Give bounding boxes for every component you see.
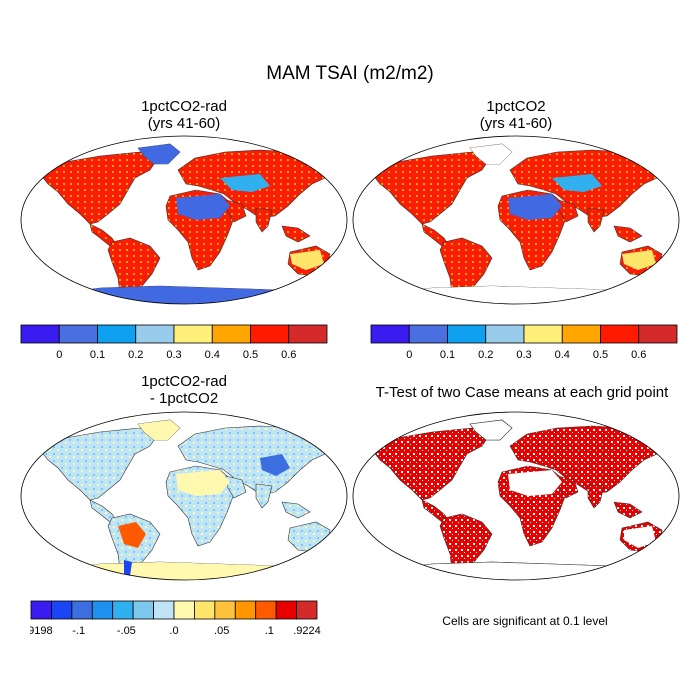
colorbar-tick-label: .0 <box>169 625 178 637</box>
colorbar-swatch <box>485 324 525 344</box>
panel-1-title-line2: (yrs 41-60) <box>147 115 221 132</box>
colorbar-swatch <box>194 600 216 620</box>
panel-3-title: 1pctCO2-rad - 1pctCO2 <box>20 373 348 407</box>
colorbar-tick-label: 0.4 <box>205 349 220 361</box>
significance-note: Cells are significant at 0.1 level <box>442 614 608 628</box>
colorbar-swatch <box>255 600 277 620</box>
map-panel-difference <box>20 411 348 581</box>
colorbar-tick-label: 0 <box>56 349 62 361</box>
sahara-region <box>176 470 230 496</box>
panel-4-title: T-Test of two Case means at each grid po… <box>352 384 692 401</box>
colorbar-swatch <box>447 324 487 344</box>
colorbar-tick-label: .1 <box>265 625 274 637</box>
australia-interior <box>290 250 324 270</box>
patagonia-region <box>124 560 132 576</box>
colorbar-panel-2: 0 0.1 0.2 0.3 0.4 0.5 0.6 <box>370 324 678 361</box>
globe-outline <box>20 411 348 581</box>
colorbar-swatch <box>91 600 114 620</box>
panel-2-title-line1: 1pctCO2 <box>486 98 546 115</box>
colorbar-swatch <box>370 324 410 344</box>
colorbar-swatch <box>20 324 60 344</box>
colorbar-swatch <box>173 324 213 344</box>
colorbar-tick-label: 0.6 <box>631 349 646 361</box>
map-panel-ttest <box>352 411 680 581</box>
colorbar-tick-label: 0.5 <box>243 349 258 361</box>
colorbar-tick-label: 0.1 <box>90 349 105 361</box>
colorbar-swatch <box>30 600 52 620</box>
greenland-region <box>469 419 513 441</box>
australia-interior <box>624 526 656 548</box>
colorbar-swatch <box>58 324 98 344</box>
colorbar-swatch <box>288 324 328 344</box>
greenland-region <box>138 144 180 164</box>
colorbar-swatch <box>132 600 154 620</box>
colorbar-tick-label: -.1 <box>72 625 85 637</box>
colorbar-tick-label: 0.6 <box>281 349 296 361</box>
colorbar-swatch <box>408 324 448 344</box>
globe-outline <box>352 411 680 581</box>
globe-outline <box>352 135 680 305</box>
colorbar-swatch <box>523 324 563 344</box>
colorbar-tick-label: -.05 <box>117 625 136 637</box>
colorbar-swatch <box>600 324 640 344</box>
colorbar-swatch <box>234 600 257 620</box>
sahara-region <box>508 194 562 220</box>
colorbar-tick-label: 0.2 <box>128 349 143 361</box>
colorbar-tick-label: 0.3 <box>166 349 181 361</box>
colorbar-swatch <box>561 324 601 344</box>
colorbar-tick-label: 0.3 <box>516 349 531 361</box>
main-title: MAM TSAI (m2/m2) <box>266 63 434 84</box>
globe-outline <box>20 135 348 305</box>
panel-2-title: 1pctCO2 (yrs 41-60) <box>352 98 680 132</box>
colorbar-swatch <box>153 600 175 620</box>
colorbar-difference: -.9198 -.1 -.05 .0 .05 .1 .9224 <box>30 600 321 637</box>
colorbar-swatch <box>250 324 290 344</box>
colorbar-tick-label: 0.1 <box>440 349 455 361</box>
colorbar-swatch <box>638 324 678 344</box>
colorbar-tick-label: 0 <box>406 349 412 361</box>
colorbar-tick-label: -.9198 <box>30 625 53 637</box>
colorbar-swatch <box>97 324 137 344</box>
panel-4-title-line1: T-Test of two Case means at each grid po… <box>375 384 669 401</box>
colorbar-swatch <box>275 600 297 620</box>
amazon-region <box>118 522 146 548</box>
colorbar-swatch <box>296 600 318 620</box>
panel-3-title-line2: - 1pctCO2 <box>149 390 219 407</box>
colorbar-swatch <box>214 600 236 620</box>
greenland-region <box>470 144 512 164</box>
panel-2-title-line2: (yrs 41-60) <box>479 115 553 132</box>
central-asia-region <box>220 174 270 192</box>
colorbar-swatch <box>51 600 73 620</box>
panel-3-title-line1: 1pctCO2-rad <box>141 373 227 390</box>
colorbar-swatch <box>112 600 134 620</box>
sahara-region <box>508 470 562 496</box>
colorbar-swatch <box>211 324 251 344</box>
colorbar-panel-1: 0 0.1 0.2 0.3 0.4 0.5 0.6 <box>20 324 328 361</box>
map-panel-1pctco2-rad <box>20 135 348 305</box>
sahara-region <box>176 194 230 220</box>
greenland-region <box>138 420 180 440</box>
colorbar-swatch <box>173 600 195 620</box>
panel-1-title-line1: 1pctCO2-rad <box>141 98 227 115</box>
colorbar-swatch <box>135 324 175 344</box>
colorbar-tick-label: .9224 <box>293 625 321 637</box>
colorbar-tick-label: 0.4 <box>555 349 570 361</box>
panel-1-title: 1pctCO2-rad (yrs 41-60) <box>20 98 348 132</box>
colorbar-tick-label: 0.5 <box>593 349 608 361</box>
east-asia-region <box>260 454 290 476</box>
colorbar-swatch <box>71 600 93 620</box>
australia-interior <box>622 250 656 270</box>
colorbar-tick-label: .05 <box>214 625 229 637</box>
map-panel-1pctco2 <box>352 135 680 305</box>
colorbar-tick-label: 0.2 <box>478 349 493 361</box>
central-asia-region <box>552 174 602 192</box>
